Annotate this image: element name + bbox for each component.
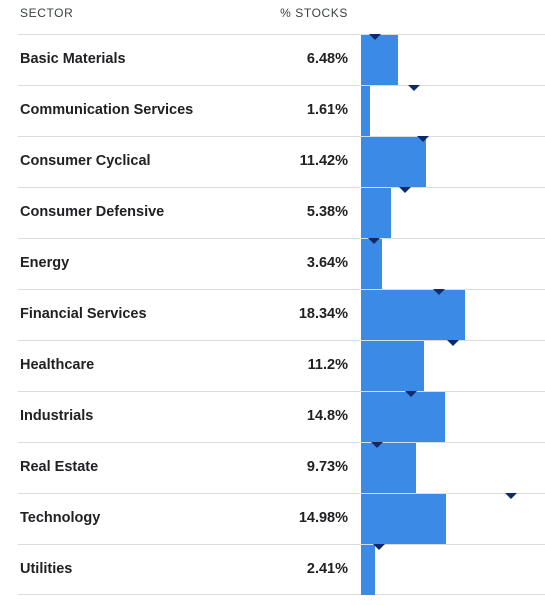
table-row: Consumer Defensive 5.38% (18, 187, 545, 238)
pct-stocks-value: 5.38% (306, 204, 348, 220)
sector-bar (361, 341, 425, 391)
sector-label: Technology (20, 510, 101, 526)
sector-bar (361, 239, 382, 289)
benchmark-marker (407, 85, 420, 91)
pct-stocks-value: 14.98% (298, 510, 348, 526)
pct-stocks-value: 14.8% (306, 408, 348, 424)
table-row: Energy 3.64% (18, 238, 545, 289)
table-row: Technology 14.98% (18, 493, 545, 544)
pct-stocks-value: 9.73% (306, 459, 348, 475)
sector-label: Energy (20, 255, 70, 271)
sector-label: Basic Materials (20, 51, 126, 67)
sector-bar (361, 290, 465, 340)
benchmark-marker (416, 136, 429, 142)
sector-label: Healthcare (20, 357, 95, 373)
table-row: Communication Services 1.61% (18, 85, 545, 136)
benchmark-marker (368, 238, 381, 244)
pct-stocks-value: 11.2% (307, 357, 348, 373)
sector-bar (361, 188, 392, 238)
sector-label: Industrials (20, 408, 94, 424)
pct-stocks-column-header: % STOCKS (280, 6, 348, 20)
sector-column-header: SECTOR (20, 6, 74, 20)
benchmark-marker (446, 340, 459, 346)
sector-label: Financial Services (20, 306, 147, 322)
sector-bar (361, 545, 375, 595)
pct-stocks-value: 11.42% (299, 153, 348, 169)
sector-label: Consumer Cyclical (20, 153, 151, 169)
benchmark-marker (432, 289, 445, 295)
benchmark-marker (405, 391, 418, 397)
table-row: Healthcare 11.2% (18, 340, 545, 391)
sector-label: Real Estate (20, 459, 99, 475)
table-row: Consumer Cyclical 11.42% (18, 136, 545, 187)
benchmark-marker (371, 442, 384, 448)
pct-stocks-value: 6.48% (306, 51, 348, 67)
sector-bar (361, 392, 445, 442)
table-row: Utilities 2.41% (18, 544, 545, 595)
pct-stocks-value: 2.41% (306, 561, 348, 577)
sector-bar (361, 443, 417, 493)
sector-bar (361, 35, 398, 85)
sector-label: Communication Services (20, 102, 194, 118)
sector-bar (361, 494, 446, 544)
pct-stocks-value: 1.61% (306, 102, 348, 118)
sector-bar (361, 86, 371, 136)
pct-stocks-value: 3.64% (306, 255, 348, 271)
benchmark-marker (505, 493, 518, 499)
benchmark-marker (373, 544, 386, 550)
table-row: Financial Services 18.34% (18, 289, 545, 340)
table-header: SECTOR % STOCKS (0, 0, 545, 34)
table-row: Real Estate 9.73% (18, 442, 545, 493)
sector-label: Utilities (20, 561, 73, 577)
benchmark-marker (368, 34, 381, 40)
table-row: Industrials 14.8% (18, 391, 545, 442)
sector-label: Consumer Defensive (20, 204, 165, 220)
pct-stocks-value: 18.34% (298, 306, 348, 322)
table-row: Basic Materials 6.48% (18, 34, 545, 85)
benchmark-marker (399, 187, 412, 193)
sector-bar (361, 137, 426, 187)
